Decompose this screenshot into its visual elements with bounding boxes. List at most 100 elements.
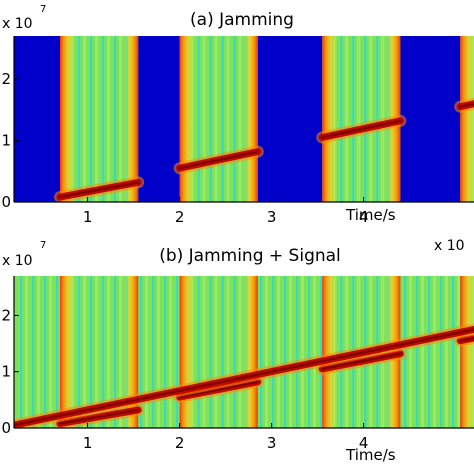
background-stripe [296,276,299,428]
background-stripe [152,276,155,428]
background-stripe [445,276,448,428]
pulse-stripe [90,276,93,428]
pulse-leading-edge [179,36,194,202]
pulse-stripe [376,36,379,202]
jamming-chirp-segment [178,150,260,170]
panel-b-x-axis-label: Time/s [345,446,396,464]
pulse-stripe [114,276,117,428]
pulse-stripe [102,36,105,202]
y-tick-label: 0 [1,193,11,211]
panel-b-title: (b) Jamming + Signal [159,246,341,266]
pulse-leading-edge [460,36,474,202]
panel-b: (b) Jamming + Signal x 10 7 x 10 1 2 3 4 0 1 2… [1,238,474,464]
panel-b-x-exponent-label: x 10 [434,238,465,254]
pulse-leading-edge [60,276,74,428]
background-stripe [277,276,280,428]
panel-a-y-exponent: 7 [40,4,46,15]
panel-a-y-exponent-label: x 10 [2,16,33,32]
pulse-stripe [202,276,206,428]
background-stripe [284,276,287,428]
background-stripe [37,276,40,428]
panel-a-x-axis-label: Time/s [345,206,396,224]
pulse-trailing-edge [243,276,258,428]
jamming-chirp-segment [320,352,402,371]
pulse-stripe [369,36,373,202]
background-stripe [440,276,443,428]
x-tick-label: 4 [359,434,369,452]
pulse-stripe [83,36,86,202]
pulse-leading-edge [322,36,337,202]
background-stripe [320,276,323,428]
y-tick-label: 1 [1,363,11,381]
background-stripe [433,276,436,428]
pulse-trailing-edge [124,36,139,202]
pulse-stripe [221,276,224,428]
background-stripe [32,276,35,428]
pulse-stripe [352,36,355,202]
panel-a-title: (a) Jamming [190,10,294,30]
background-stripe [416,276,419,428]
background-stripe [272,276,275,428]
pulse-stripe [357,36,361,202]
pulse-stripe [221,36,224,202]
background-stripe [20,276,23,428]
panel-b-ticks: 1 2 3 4 0 1 2 [1,276,474,452]
background-stripe [176,276,179,428]
background-stripe [169,276,172,428]
pulse-stripe [90,36,93,202]
jamming-chirp-segment [458,336,474,342]
background-stripe [313,276,316,428]
x-tick-label: 4 [359,208,369,226]
jamming-chirp-segment [58,181,140,199]
pulse-stripe [226,276,230,428]
background-stripe [56,276,59,428]
pulse-stripe [78,276,81,428]
x-tick-label: 3 [267,208,277,226]
background-stripe [265,276,268,428]
pulse-stripe [197,276,200,428]
signal-chirp-line [14,328,474,427]
background-stripe [260,276,263,428]
pulse-stripe [238,36,242,202]
pulse-stripe [107,36,110,202]
pulse-leading-edge [460,276,474,428]
background-stripe [308,276,311,428]
y-tick-label: 2 [1,70,11,88]
pulse-stripe [345,36,349,202]
pulse-stripe [119,36,122,202]
x-tick-label: 3 [267,434,277,452]
pulse-stripe [364,36,367,202]
x-tick-label: 1 [83,434,93,452]
jamming-chirp-segment [320,119,402,139]
pulse-stripe [83,276,86,428]
y-tick-label: 1 [1,132,11,150]
pulse-leading-edge [322,276,337,428]
background-stripe [409,276,412,428]
background-stripe [164,276,167,428]
background-stripe [457,276,460,428]
pulse-stripe [226,36,230,202]
background-stripe [145,276,148,428]
x-tick-label: 2 [175,208,185,226]
background-stripe [140,276,143,428]
x-tick-label: 1 [83,208,93,226]
pulse-stripe [95,36,98,202]
pulse-leading-edge [60,36,74,202]
pulse-stripe [114,36,117,202]
pulse-stripe [209,36,212,202]
x-tick-label: 2 [175,434,185,452]
jamming-chirp-segment [58,408,140,425]
pulse-leading-edge [179,276,194,428]
y-tick-label: 2 [1,306,11,324]
panel-a: (a) Jamming x 10 7 1 2 3 4 0 1 2 Time/s [1,4,474,226]
pulse-stripe [238,276,242,428]
pulse-trailing-edge [124,276,139,428]
pulse-stripe [107,276,110,428]
jamming-chirp-segment [178,380,260,399]
pulse-stripe [78,36,81,202]
panel-b-y-exponent: 7 [40,240,46,251]
background-stripe [25,276,28,428]
pulse-stripe [197,36,200,202]
background-stripe [428,276,431,428]
